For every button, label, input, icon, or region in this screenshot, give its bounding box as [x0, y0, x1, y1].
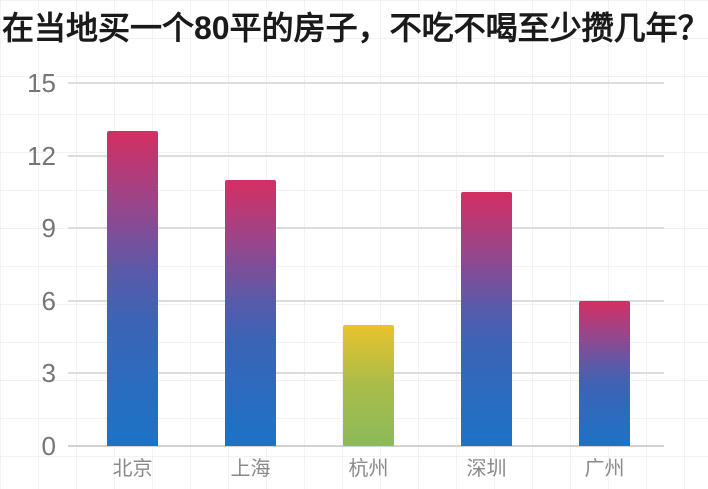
y-tick-label-0: 0: [41, 431, 56, 461]
bar-北京: [107, 131, 158, 446]
y-tick-label-12: 12: [27, 140, 56, 171]
bar-广州: [579, 300, 630, 446]
x-tick-label-北京: 北京: [112, 458, 153, 480]
bar-深圳: [461, 191, 512, 446]
gridline-y-6: [68, 299, 664, 302]
y-tick-label-3: 3: [41, 358, 56, 389]
x-tick-label-广州: 广州: [584, 458, 625, 480]
gridline-y-0: [68, 445, 664, 447]
x-tick-label-上海: 上海: [230, 458, 271, 480]
y-tick-label-9: 9: [41, 213, 56, 244]
gridline-y-9: [68, 227, 664, 230]
y-tick-label-15: 15: [27, 68, 56, 98]
y-tick-label-6: 6: [41, 285, 56, 316]
x-tick-label-深圳: 深圳: [466, 458, 507, 480]
bar-杭州: [343, 325, 394, 446]
chart-title: 在当地买一个80平的房子，不吃不喝至少攒几年？: [2, 10, 708, 46]
x-tick-label-杭州: 杭州: [348, 458, 389, 480]
gridline-y-12: [68, 154, 664, 157]
gridline-y-15: [68, 82, 664, 84]
bar-上海: [225, 179, 276, 446]
